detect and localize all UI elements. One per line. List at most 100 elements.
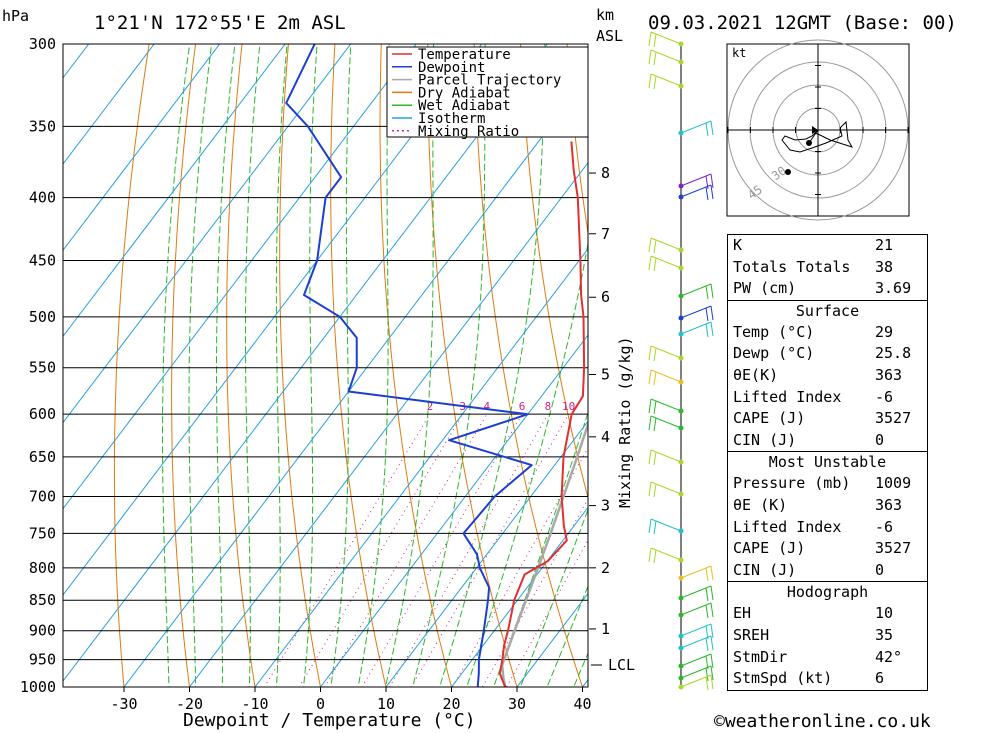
hodograph-trace [781, 120, 854, 153]
mixing-ratio-value-label: 2 [427, 400, 434, 413]
index-row: Totals Totals 38 [728, 257, 927, 279]
mixing-ratio-lines [263, 413, 588, 687]
wind-barb-flag [710, 565, 714, 581]
isotherm-line [63, 44, 90, 79]
index-row: Temp (°C) 29 [728, 322, 927, 344]
parcel-trajectory-line [500, 420, 588, 687]
height-tick-label: 2 [601, 559, 610, 577]
dry-adiabat-line [566, 44, 588, 237]
index-value: 42° [875, 647, 903, 666]
wind-barb-flag [710, 173, 714, 189]
index-value: 25.8 [875, 344, 912, 363]
height-tick-label: 4 [601, 428, 610, 446]
mixing-ratio-value-label: 6 [519, 400, 526, 413]
wind-barb-flag [705, 567, 709, 582]
isotherm-line [63, 44, 221, 251]
hodograph-ring-label: 45 [745, 182, 765, 202]
wind-barb-flag [710, 635, 714, 651]
wind-barb-flag [648, 49, 652, 65]
temperature-tick-label: 0 [316, 695, 325, 713]
index-label: SREH [733, 625, 770, 644]
wind-barb-flag [705, 285, 709, 300]
index-value: 363 [875, 365, 903, 384]
wind-barb-flag [653, 549, 657, 564]
pressure-tick-label: 550 [29, 359, 56, 377]
isotherm-line [123, 75, 588, 687]
isotherm-line [63, 44, 352, 424]
wind-barb-flag [653, 33, 657, 48]
index-value: 38 [875, 257, 894, 276]
index-value: 29 [875, 322, 894, 341]
temperature-tick-label: 10 [377, 695, 395, 713]
pressure-tick-label: 600 [29, 405, 56, 423]
index-label: CAPE (J) [733, 409, 806, 428]
mixing-ratio-value-label: 10 [562, 400, 575, 413]
isotherm-line [188, 161, 588, 687]
pressure-tick-label: 900 [29, 622, 56, 640]
pressure-tick-label: 350 [29, 117, 56, 135]
pressure-tick-label: 500 [29, 308, 56, 326]
pressure-tick-label: 850 [29, 591, 56, 609]
hodograph-origin-marker [812, 126, 818, 134]
legend-label: Dry Adiabat [418, 85, 511, 101]
wind-barb-flag [710, 665, 714, 681]
index-row: Pressure (mb) 1009 [728, 473, 927, 495]
wind-barb-flag [653, 483, 657, 498]
hodograph-ring-label: 30 [769, 163, 789, 183]
height-unit-label: km [596, 6, 614, 24]
wind-barb-flag [705, 676, 709, 691]
wind-barb-flag [710, 585, 714, 601]
index-row: Lifted Index -6 [728, 387, 927, 409]
temperature-tick-label: 30 [508, 695, 526, 713]
wind-barb-flag [648, 481, 652, 497]
index-label: Temp (°C) [733, 322, 815, 341]
index-label: Dewp (°C) [733, 344, 815, 363]
pressure-tick-label: 400 [29, 189, 56, 207]
index-label: EH [733, 604, 752, 623]
lcl-label: LCL [608, 656, 635, 674]
isotherm-line [319, 334, 588, 687]
wind-barb-flag [705, 122, 709, 137]
index-value: 3527 [875, 409, 912, 428]
index-label: θE (K) [733, 495, 788, 514]
index-row: StmSpd (kt) 6 [728, 668, 927, 690]
temperature-tick-label: 20 [442, 695, 460, 713]
index-value: -6 [875, 517, 894, 536]
temperature-tick-labels: -30 -20 -10 0 10 20 30 40 [110, 687, 592, 713]
index-label: CIN (J) [733, 560, 797, 579]
height-unit-sublabel: ASL [596, 27, 623, 45]
index-label: Totals Totals [733, 257, 851, 276]
wind-barb-flag [710, 321, 714, 337]
wind-profile [648, 31, 714, 691]
legend-label: Wet Adiabat [418, 98, 511, 114]
temperature-tick-label: -20 [176, 695, 203, 713]
wet-adiabat-line [330, 44, 352, 687]
section-title: Hodograph [786, 583, 869, 602]
temperature-line [498, 141, 586, 687]
legend-box [386, 46, 589, 138]
index-row: θE(K) 363 [728, 365, 927, 387]
wind-barb-flag [653, 371, 657, 386]
height-tick-label: 8 [601, 164, 610, 182]
height-tick-label: 6 [601, 288, 610, 306]
index-row: Lifted Index -6 [728, 517, 927, 539]
wind-barb-flag [653, 239, 657, 254]
height-tick-label: 5 [601, 365, 610, 383]
wind-barb-flag [710, 184, 714, 200]
wind-barb-flag [648, 31, 652, 47]
pressure-gridlines [63, 44, 588, 687]
wind-barb-flag [653, 520, 657, 535]
wind-barb-flag [705, 667, 709, 682]
wind-barb-flag [710, 120, 714, 136]
index-row: SREH 35 [728, 625, 927, 647]
wind-barb-flag [653, 257, 657, 272]
index-value: 3.69 [875, 279, 912, 298]
mixing-ratio-value-label: 8 [545, 400, 552, 413]
wind-barb-flag [648, 398, 652, 414]
temperature-tick-label: -10 [241, 695, 268, 713]
wind-barb-flag [653, 75, 657, 90]
pressure-tick-label: 950 [29, 651, 56, 669]
plot-background [63, 44, 588, 687]
sounding-series [285, 44, 588, 687]
